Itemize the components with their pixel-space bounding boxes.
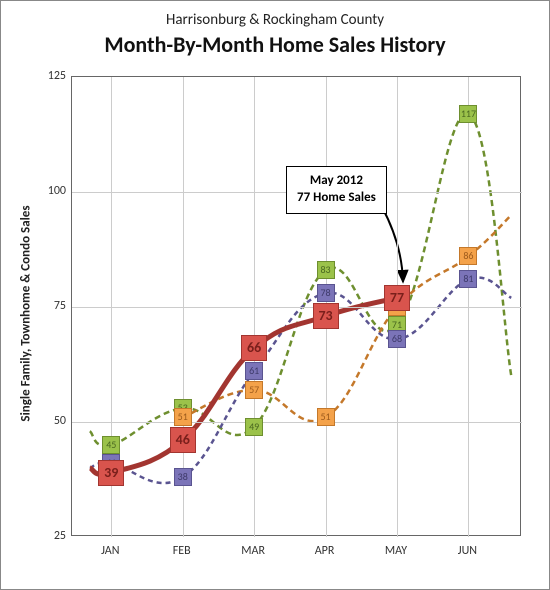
x-tick-label: JAN	[80, 544, 140, 558]
chart-container: Harrisonburg & Rockingham County Month-B…	[0, 0, 550, 590]
chart-subtitle: Harrisonburg & Rockingham County	[1, 1, 549, 29]
marker-purple: 81	[459, 270, 477, 288]
x-tick-label: MAY	[366, 544, 426, 558]
marker-red: 39	[98, 460, 124, 486]
series-line-green	[90, 113, 511, 445]
gridline-y	[72, 422, 522, 423]
plot-area: 4553498371117515751758641386178688139466…	[71, 76, 521, 536]
series-line-orange	[183, 215, 512, 421]
y-tick-label: 50	[36, 414, 66, 428]
marker-purple: 68	[388, 330, 406, 348]
marker-green: 117	[459, 105, 477, 123]
series-line-purple	[90, 278, 511, 483]
chart-title: Month-By-Month Home Sales History	[1, 29, 549, 58]
y-tick-label: 100	[36, 184, 66, 198]
marker-orange: 57	[245, 381, 263, 399]
gridline-x	[468, 77, 469, 537]
marker-orange: 51	[317, 408, 335, 426]
callout-line2: 77 Home Sales	[297, 190, 376, 207]
x-tick-label: JUN	[437, 544, 497, 558]
y-tick-label: 75	[36, 299, 66, 313]
y-tick-label: 125	[36, 69, 66, 83]
callout-arrow	[382, 207, 403, 282]
marker-green: 49	[245, 418, 263, 436]
marker-green: 83	[317, 261, 335, 279]
marker-red: 73	[313, 303, 339, 329]
y-axis-label: Single Family, Townhome & Condo Sales	[19, 164, 34, 464]
x-tick-label: FEB	[152, 544, 212, 558]
x-tick-label: APR	[295, 544, 355, 558]
marker-red: 46	[170, 427, 196, 453]
marker-purple: 78	[317, 284, 335, 302]
callout-box: May 201277 Home Sales	[286, 166, 387, 214]
gridline-x	[254, 77, 255, 537]
y-tick-label: 25	[36, 529, 66, 543]
gridline-y	[72, 307, 522, 308]
x-tick-label: MAR	[223, 544, 283, 558]
marker-red: 66	[241, 335, 267, 361]
marker-red: 77	[384, 285, 410, 311]
marker-purple: 38	[174, 468, 192, 486]
callout-line1: May 2012	[297, 173, 376, 190]
marker-purple: 61	[245, 362, 263, 380]
marker-orange: 86	[459, 247, 477, 265]
marker-green: 45	[102, 436, 120, 454]
marker-orange: 51	[174, 408, 192, 426]
